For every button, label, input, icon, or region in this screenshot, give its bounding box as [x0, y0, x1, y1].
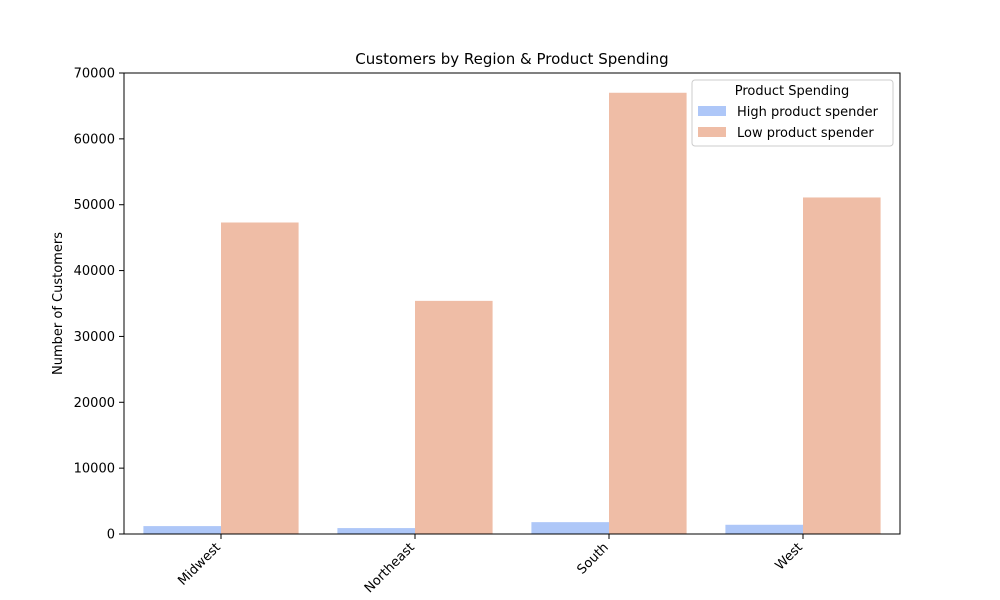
bar-northeast-1 [415, 300, 493, 534]
y-tick-label: 50000 [74, 198, 115, 213]
y-axis: 0 10000 20000 30000 40000 50000 60000 70000 [74, 67, 124, 543]
bar-west-0 [725, 524, 803, 534]
plot-frame [123, 72, 901, 535]
legend: Product Spending High product spender Lo… [691, 79, 894, 147]
bar-midwest-1 [221, 222, 299, 534]
legend-box [691, 79, 894, 147]
bar-south-0 [531, 522, 609, 534]
y-tick-label: 60000 [74, 132, 115, 147]
bar-south-1 [609, 92, 687, 534]
y-tick-label: 40000 [74, 264, 115, 279]
bar-midwest-0 [143, 526, 221, 534]
y-tick-label: 20000 [74, 396, 115, 411]
bar-northeast-0 [337, 528, 415, 534]
x-tick-label-west: West [773, 540, 806, 573]
bar-west-1 [803, 197, 881, 534]
y-tick-label: 70000 [74, 67, 115, 82]
y-axis-label: Number of Customers [51, 232, 66, 375]
legend-label-low: Low product spender [737, 126, 874, 141]
y-tick-label: 30000 [74, 330, 115, 345]
x-tick-label-midwest: Midwest [175, 540, 224, 589]
legend-label-high: High product spender [737, 105, 879, 120]
legend-swatch-low [698, 127, 726, 137]
legend-title: Product Spending [735, 84, 850, 99]
chart-title: Customers by Region & Product Spending [355, 50, 668, 68]
x-tick-label-northeast: Northeast [362, 540, 418, 596]
legend-swatch-high [698, 106, 726, 116]
x-axis: Midwest Northeast South West [175, 534, 806, 596]
x-tick-label-south: South [575, 540, 612, 577]
y-tick-label: 0 [107, 528, 115, 543]
y-tick-label: 10000 [74, 462, 115, 477]
bars-group [143, 92, 881, 534]
